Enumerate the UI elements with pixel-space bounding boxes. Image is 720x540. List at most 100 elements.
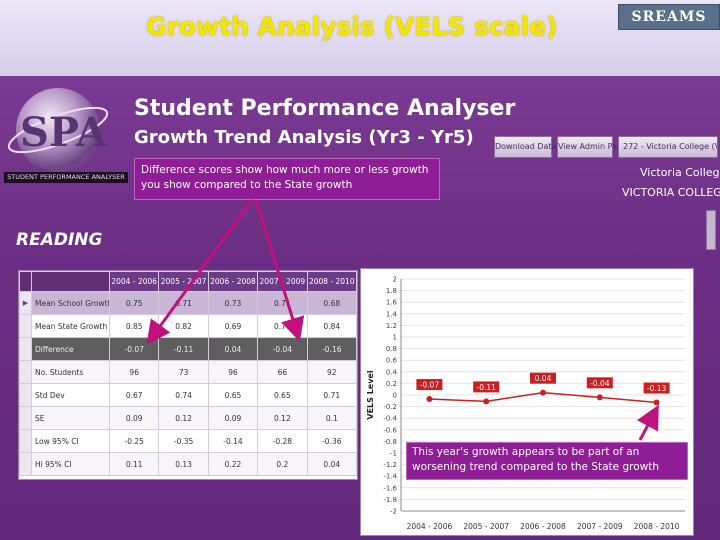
table-row-no-students[interactable]: No. Students 96 73 96 66 92 — [19, 360, 357, 384]
table-cell: 66 — [257, 360, 308, 384]
table-cell: 0.12 — [257, 406, 308, 430]
download-data-file-button[interactable]: Download Data File — [494, 136, 572, 158]
side-scroll-handle[interactable] — [706, 210, 716, 250]
y-tick-label: -0.2 — [383, 403, 397, 411]
data-label: -0.11 — [476, 383, 496, 392]
table-row-mean-state-growth[interactable]: Mean State Growth 0.85 0.82 0.69 0.77 0.… — [19, 314, 357, 338]
table-cell: 96 — [207, 360, 259, 384]
table-cell: 73 — [158, 360, 209, 384]
column-header[interactable]: 2008 - 2010 — [306, 271, 357, 292]
table-cell: 0.09 — [207, 406, 259, 430]
row-label: Difference — [31, 337, 110, 361]
y-tick-label: -0.8 — [383, 438, 397, 446]
table-cell: 0.67 — [108, 383, 160, 407]
y-tick-label: 2 — [393, 276, 397, 284]
spa-logo-caption: STUDENT PERFORMANCE ANALYSER — [4, 172, 128, 183]
data-point — [540, 389, 546, 396]
table-row-se[interactable]: SE 0.09 0.12 0.09 0.12 0.1 — [19, 406, 357, 430]
table-row-hi-95-ci[interactable]: Hi 95% CI 0.11 0.13 0.22 0.2 0.04 — [19, 452, 357, 476]
table-cell: 0.77 — [257, 314, 308, 338]
y-tick-label: 1.6 — [386, 299, 398, 307]
y-tick-label: 1.8 — [386, 287, 397, 295]
table-cell: 92 — [306, 360, 357, 384]
row-label: No. Students — [31, 360, 110, 384]
row-label: Low 95% CI — [31, 429, 110, 453]
data-label: -0.13 — [647, 384, 667, 393]
chart-svg: 2 1.8 1.6 1.4 1.2 1 0.8 0.6 0.4 0.2 0 -0.2 -0.4 -0.6 -… — [366, 276, 685, 531]
row-selector-icon: ▶ — [19, 291, 32, 315]
table-row-mean-school-growth[interactable]: ▶ Mean School Growth 0.75 0.71 0.73 0.71… — [19, 291, 357, 315]
table-cell: 0.2 — [257, 452, 308, 476]
table-corner-cell — [31, 271, 110, 292]
row-label: SE — [31, 406, 110, 430]
data-point — [653, 399, 660, 406]
table-cell: -0.16 — [306, 337, 357, 361]
table-cell: -0.35 — [158, 429, 209, 453]
data-point — [426, 396, 433, 403]
y-tick-label: -0.4 — [383, 415, 397, 423]
column-header[interactable]: 2004 - 2006 — [108, 271, 160, 292]
column-header[interactable]: 2006 - 2008 — [207, 271, 259, 292]
y-tick-label: 1.4 — [386, 310, 398, 318]
x-tick-label: 2008 - 2010 — [634, 522, 680, 531]
table-cell: 0.1 — [306, 406, 357, 430]
growth-trend-chart: 2 1.8 1.6 1.4 1.2 1 0.8 0.6 0.4 0.2 0 -0.2 -0.4 -0.6 -… — [360, 268, 694, 536]
y-tick-label: -1.2 — [383, 461, 397, 469]
growth-table: 2004 - 2006 2005 - 2007 2006 - 2008 2007… — [18, 270, 358, 480]
table-cell: -0.14 — [207, 429, 259, 453]
table-cell: -0.04 — [257, 337, 308, 361]
slide-header: Growth Analysis (VELS scale) SREAMS — [0, 0, 720, 76]
section-label-reading: READING — [16, 230, 103, 250]
column-header[interactable]: 2005 - 2007 — [158, 271, 209, 292]
y-tick-label: 0.6 — [386, 357, 398, 365]
table-cell: 0.84 — [306, 314, 357, 338]
table-row-std-dev[interactable]: Std Dev 0.67 0.74 0.65 0.65 0.71 — [19, 383, 357, 407]
table-cell: -0.28 — [257, 429, 308, 453]
table-cell: -0.07 — [108, 337, 160, 361]
row-selector — [19, 452, 32, 476]
table-corner-cell — [19, 271, 32, 292]
difference-callout: Difference scores show how much more or … — [134, 158, 440, 200]
x-tick-label: 2007 - 2009 — [577, 522, 623, 531]
school-select[interactable]: 272 - Victoria College (VICTOR — [618, 136, 718, 158]
table-cell: 0.68 — [306, 291, 357, 315]
y-tick-label: -1 — [390, 450, 397, 458]
row-label: Std Dev — [31, 383, 110, 407]
table-cell: -0.36 — [306, 429, 357, 453]
row-selector — [19, 429, 32, 453]
x-tick-label: 2004 - 2006 — [407, 522, 453, 531]
table-cell: 0.71 — [257, 291, 308, 315]
y-tick-label: -1.8 — [383, 496, 397, 504]
table-row-low-95-ci[interactable]: Low 95% CI -0.25 -0.35 -0.14 -0.28 -0.36 — [19, 429, 357, 453]
table-cell: 0.85 — [108, 314, 160, 338]
row-selector — [19, 406, 32, 430]
trend-callout: This year's growth appears to be part of… — [406, 442, 688, 480]
data-label-box — [643, 382, 670, 394]
app-subtitle: Growth Trend Analysis (Yr3 - Yr5) — [134, 127, 474, 148]
row-selector — [19, 360, 32, 384]
row-selector — [19, 383, 32, 407]
table-cell: 0.74 — [158, 383, 209, 407]
table-cell: 0.71 — [158, 291, 209, 315]
y-tick-label: 0.4 — [386, 368, 398, 376]
school-select-value: 272 - Victoria College (VICTOR — [623, 142, 717, 151]
table-cell: 0.22 — [207, 452, 259, 476]
table-cell: 0.82 — [158, 314, 209, 338]
table-row-difference[interactable]: Difference -0.07 -0.11 0.04 -0.04 -0.16 — [19, 337, 357, 361]
row-label: Mean State Growth — [31, 314, 110, 338]
y-tick-label: -1.6 — [383, 484, 397, 492]
view-admin-panel-button[interactable]: View Admin Panel — [557, 136, 629, 158]
table-cell: 0.65 — [257, 383, 308, 407]
table-cell: 0.73 — [207, 291, 259, 315]
x-tick-label: 2005 - 2007 — [463, 522, 509, 531]
table-cell: 0.11 — [108, 452, 160, 476]
school-name-caps: VICTORIA COLLEGE — [622, 186, 720, 199]
table-cell: 0.12 — [158, 406, 209, 430]
table-cell: 0.04 — [207, 337, 259, 361]
data-label-box — [416, 379, 443, 391]
table-cell: 96 — [108, 360, 160, 384]
y-tick-label: 0 — [393, 392, 397, 400]
column-header[interactable]: 2007 - 2009 — [257, 271, 308, 292]
y-tick-label: -1.4 — [383, 473, 397, 481]
table-cell: 0.71 — [306, 383, 357, 407]
